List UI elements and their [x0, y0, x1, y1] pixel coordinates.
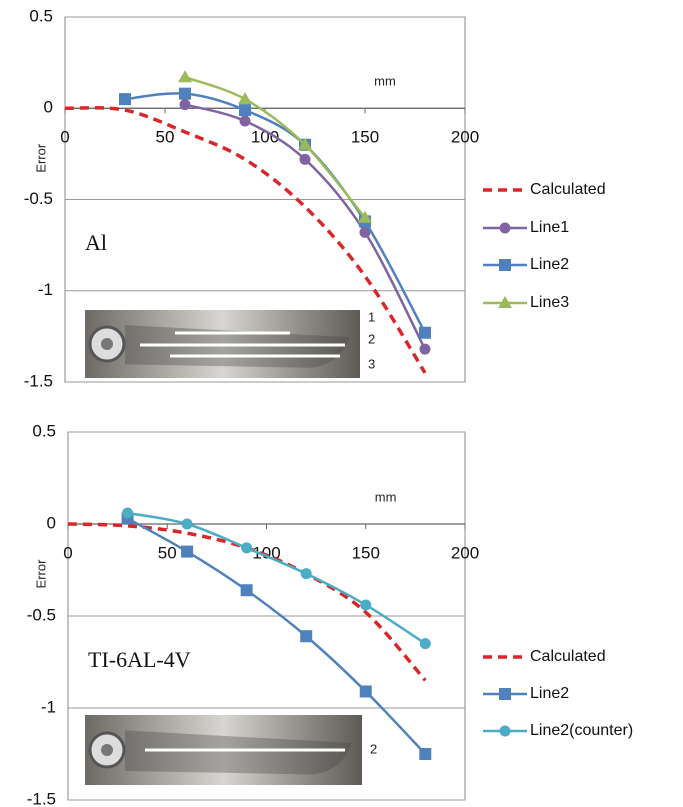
x-axis-label: mm — [375, 489, 397, 504]
y-tick-label: 0 — [47, 513, 56, 532]
hub-hole — [101, 338, 113, 350]
y-tick-label: -0.5 — [27, 605, 56, 624]
x-axis-label: mm — [374, 74, 396, 89]
x-tick-label: 0 — [63, 543, 72, 562]
data-point — [179, 99, 191, 111]
x-tick-label: 50 — [158, 543, 177, 562]
x-tick-label: 200 — [451, 543, 479, 562]
legend-marker — [499, 688, 511, 700]
series-line — [64, 106, 427, 374]
inset-label: 2 — [368, 331, 375, 346]
y-tick-label: -1.5 — [24, 371, 53, 390]
x-tick-label: 200 — [451, 128, 479, 147]
data-point — [181, 518, 193, 530]
data-point — [298, 137, 312, 150]
y-axis-label: Error — [33, 143, 48, 173]
legend-marker — [499, 222, 511, 234]
legend-marker — [498, 296, 512, 308]
data-point — [241, 542, 253, 554]
data-point — [122, 507, 134, 519]
y-axis-label: Error — [33, 559, 48, 589]
data-point — [359, 226, 371, 238]
x-tick-label: 50 — [156, 128, 175, 147]
data-point — [419, 343, 431, 355]
legend-label: Calculated — [530, 181, 606, 198]
data-point — [419, 748, 432, 760]
data-point — [359, 685, 372, 698]
data-point — [419, 326, 431, 339]
y-tick-label: -1 — [38, 280, 53, 299]
inset-label: 1 — [368, 309, 375, 324]
hub-hole — [101, 744, 113, 756]
annotation: Al — [85, 230, 107, 255]
series-line — [184, 76, 366, 219]
data-point — [419, 638, 431, 650]
legend-label: Calculated — [530, 648, 606, 665]
series-line — [127, 511, 426, 645]
data-point — [239, 104, 251, 117]
x-tick-label: 150 — [352, 543, 380, 562]
data-point — [360, 599, 372, 611]
legend-label: Line2 — [530, 256, 569, 273]
x-tick-label: 0 — [60, 128, 69, 147]
data-point — [240, 584, 253, 597]
x-tick-label: 100 — [252, 543, 280, 562]
series-line — [184, 103, 427, 350]
data-point — [239, 115, 251, 127]
legend-label: Line1 — [530, 219, 569, 236]
y-tick-label: 0.5 — [32, 421, 56, 440]
y-tick-label: -0.5 — [24, 189, 53, 208]
annotation: TI-6AL-4V — [88, 647, 191, 672]
y-tick-label: -1 — [41, 697, 56, 716]
blade-shadow — [125, 730, 352, 775]
legend-marker — [499, 725, 511, 737]
y-tick-label: -1.5 — [27, 789, 56, 807]
y-tick-label: 0 — [44, 98, 53, 117]
data-point — [300, 630, 313, 643]
data-point — [178, 70, 192, 83]
x-tick-label: 150 — [351, 128, 379, 147]
legend-label: Line2(counter) — [530, 722, 633, 739]
inset-label: 3 — [368, 356, 375, 371]
data-point — [358, 210, 372, 223]
data-point — [179, 87, 191, 100]
data-point — [238, 92, 252, 105]
data-point — [119, 93, 131, 106]
y-tick-label: 0.5 — [29, 6, 53, 25]
legend-label: Line2 — [530, 685, 569, 702]
x-tick-label: 100 — [251, 128, 279, 147]
legend-marker — [499, 259, 511, 271]
legend-label: Line3 — [530, 294, 569, 311]
data-point — [300, 568, 312, 580]
data-point — [299, 153, 311, 165]
data-point — [181, 545, 194, 558]
inset-label: 2 — [370, 741, 377, 756]
